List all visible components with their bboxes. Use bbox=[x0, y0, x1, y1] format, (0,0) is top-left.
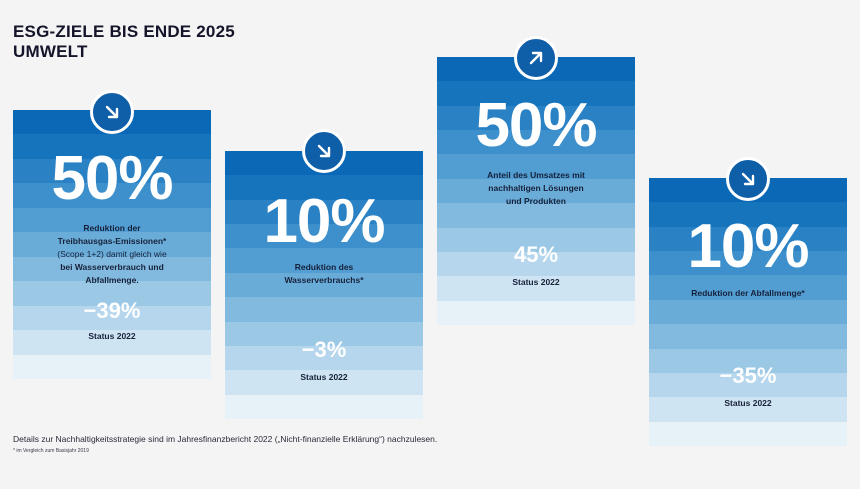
desc-line: bei Wasserverbrauch und bbox=[60, 262, 164, 272]
badge-card-2 bbox=[302, 129, 346, 173]
goal-card-revenue: 50% Anteil des Umsatzes mit nachhaltigen… bbox=[437, 57, 635, 325]
card-band bbox=[225, 394, 423, 419]
card-band bbox=[225, 370, 423, 395]
card-background bbox=[649, 178, 847, 446]
card-band bbox=[437, 154, 635, 179]
card-band bbox=[13, 281, 211, 306]
goal-card-waste: 10% Reduktion der Abfallmenge* −35% Stat… bbox=[649, 178, 847, 446]
card-band bbox=[437, 227, 635, 252]
arrow-down-right-icon bbox=[741, 172, 755, 186]
card-band bbox=[649, 202, 847, 227]
goal-description: Reduktion des Wasserverbrauchs* bbox=[225, 261, 423, 287]
card-band bbox=[13, 354, 211, 379]
desc-line: Abfallmenge. bbox=[85, 275, 139, 285]
card-band bbox=[649, 421, 847, 446]
card-band bbox=[649, 324, 847, 349]
goal-description: Reduktion der Treibhausgas-Emissionen* (… bbox=[13, 222, 211, 287]
status-value: −3% bbox=[301, 337, 347, 362]
card-band bbox=[13, 207, 211, 233]
status-label: Status 2022 bbox=[724, 398, 772, 408]
arrow-down-right-icon bbox=[105, 105, 119, 119]
card-band bbox=[13, 232, 211, 257]
status-label: Status 2022 bbox=[88, 331, 136, 341]
goal-value: 10% bbox=[687, 212, 809, 281]
status-label: Status 2022 bbox=[300, 372, 348, 382]
arrow-down-right-icon bbox=[317, 144, 331, 158]
card-band bbox=[437, 276, 635, 301]
desc-line: Reduktion der Abfallmenge* bbox=[691, 288, 805, 298]
goal-card-emissions: 50% Reduktion der Treibhausgas-Emissione… bbox=[13, 110, 211, 379]
goal-value: 50% bbox=[51, 144, 173, 213]
card-background bbox=[437, 57, 635, 325]
desc-line: Anteil des Umsatzes mit bbox=[487, 170, 585, 180]
footnote: * im Vergleich zum Basisjahr 2019 bbox=[13, 448, 89, 454]
goal-value: 50% bbox=[475, 91, 597, 160]
card-band bbox=[225, 248, 423, 273]
card-band bbox=[13, 305, 211, 331]
card-band bbox=[13, 183, 211, 208]
status-value: 45% bbox=[513, 242, 559, 267]
desc-line: Wasserverbrauchs* bbox=[284, 275, 364, 285]
desc-line: und Produkten bbox=[506, 196, 566, 206]
goal-description: Reduktion der Abfallmenge* bbox=[649, 287, 847, 300]
card-band bbox=[649, 348, 847, 373]
badge-card-4 bbox=[726, 157, 770, 201]
card-background bbox=[225, 151, 423, 419]
status-value: −39% bbox=[83, 298, 141, 323]
goal-value: 10% bbox=[263, 187, 385, 256]
card-band bbox=[13, 158, 211, 184]
card-background bbox=[13, 110, 211, 379]
footer-note: Details zur Nachhaltigkeitsstrategie sin… bbox=[13, 434, 438, 444]
card-band bbox=[649, 251, 847, 276]
status-value: −35% bbox=[719, 363, 777, 388]
card-band bbox=[13, 330, 211, 355]
card-band bbox=[13, 256, 211, 282]
status-label: Status 2022 bbox=[512, 277, 560, 287]
card-band bbox=[437, 105, 635, 131]
page-title: ESG-ZIELE BIS ENDE 2025 UMWELT bbox=[13, 22, 235, 62]
card-band bbox=[649, 275, 847, 300]
desc-line: (Scope 1+2) damit gleich wie bbox=[57, 249, 167, 259]
badge-card-3 bbox=[514, 36, 558, 80]
card-band bbox=[437, 300, 635, 325]
card-band bbox=[649, 372, 847, 398]
desc-line: nachhaltigen Lösungen bbox=[488, 183, 584, 193]
goal-description: Anteil des Umsatzes mit nachhaltigen Lös… bbox=[437, 169, 635, 208]
card-band bbox=[649, 299, 847, 325]
card-band bbox=[225, 321, 423, 346]
card-band bbox=[225, 199, 423, 225]
desc-line: Reduktion des bbox=[294, 262, 354, 272]
card-band bbox=[225, 224, 423, 249]
card-band bbox=[649, 397, 847, 422]
card-band bbox=[437, 81, 635, 106]
card-band bbox=[649, 226, 847, 252]
card-band bbox=[13, 134, 211, 159]
desc-line: Reduktion der bbox=[83, 223, 141, 233]
card-band bbox=[437, 203, 635, 228]
card-band bbox=[225, 272, 423, 298]
title-line-2: UMWELT bbox=[13, 42, 88, 61]
card-band bbox=[225, 175, 423, 200]
badge-card-1 bbox=[90, 90, 134, 134]
arrow-up-right-icon bbox=[529, 51, 543, 65]
card-band bbox=[225, 297, 423, 322]
card-band bbox=[437, 130, 635, 155]
desc-line: Treibhausgas-Emissionen* bbox=[57, 236, 167, 246]
card-band bbox=[437, 251, 635, 277]
title-line-1: ESG-ZIELE BIS ENDE 2025 bbox=[13, 22, 235, 41]
card-band bbox=[437, 178, 635, 204]
goal-card-water: 10% Reduktion des Wasserverbrauchs* −3% … bbox=[225, 151, 423, 419]
card-band bbox=[225, 345, 423, 371]
